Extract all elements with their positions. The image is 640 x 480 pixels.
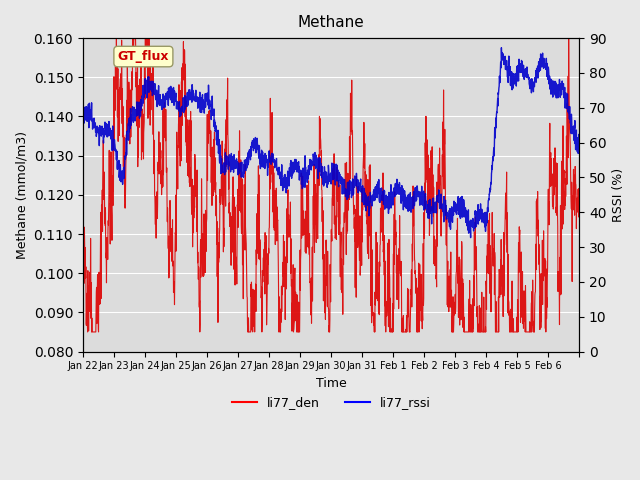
X-axis label: Time: Time (316, 377, 346, 390)
Y-axis label: RSSI (%): RSSI (%) (612, 168, 625, 222)
Legend: li77_den, li77_rssi: li77_den, li77_rssi (227, 391, 435, 414)
Text: GT_flux: GT_flux (118, 50, 169, 63)
Y-axis label: Methane (mmol/m3): Methane (mmol/m3) (15, 131, 28, 259)
Title: Methane: Methane (298, 15, 364, 30)
